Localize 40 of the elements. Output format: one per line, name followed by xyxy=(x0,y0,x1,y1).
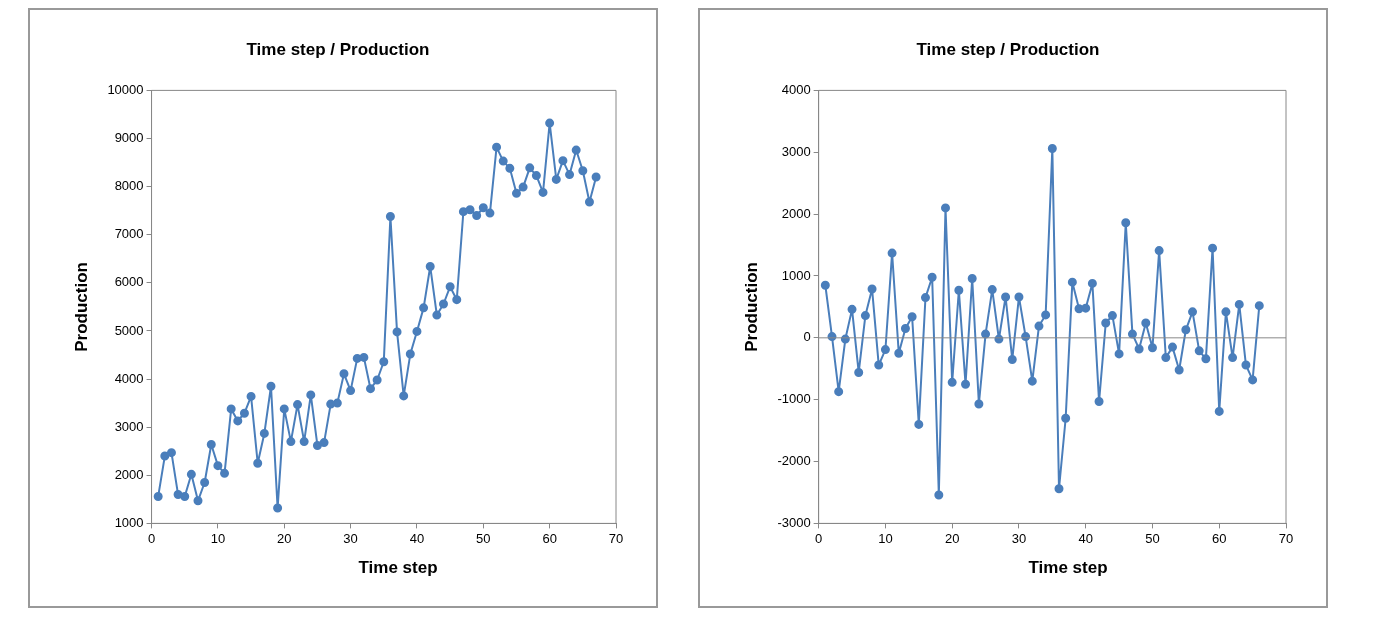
x-tick-label: 40 xyxy=(409,530,425,546)
x-tick-label: 70 xyxy=(1278,530,1294,546)
x-tick-label: 10 xyxy=(878,530,893,546)
y-tick-label: 7000 xyxy=(114,226,144,242)
x-tick-label: 20 xyxy=(944,530,960,546)
y-tick-label: 3000 xyxy=(781,143,811,159)
y-tick-label: 9000 xyxy=(114,130,144,146)
y-tick-label: -1000 xyxy=(777,391,811,407)
chart-title: Time step / Production xyxy=(246,39,430,59)
x-tick-label: 70 xyxy=(608,530,624,546)
x-tick-label: 10 xyxy=(210,530,226,546)
y-tick-label: 6000 xyxy=(114,274,144,290)
x-tick-label: 60 xyxy=(1212,530,1227,546)
y-tick-label: 0 xyxy=(803,329,811,345)
x-tick-label: 20 xyxy=(277,530,292,546)
x-tick-label: 50 xyxy=(1145,530,1160,546)
y-tick-label: -2000 xyxy=(777,453,811,469)
x-tick-label: 0 xyxy=(815,530,823,546)
y-tick-label: 8000 xyxy=(114,178,144,194)
x-tick-label: 30 xyxy=(1011,530,1027,546)
y-tick-label: 2000 xyxy=(781,205,811,221)
x-tick-label: 0 xyxy=(147,530,156,546)
y-tick-label: 1000 xyxy=(114,514,144,530)
chart-title: Time step / Production xyxy=(916,39,1100,59)
x-tick-label: 40 xyxy=(1078,530,1093,546)
y-tick-label: 2000 xyxy=(114,466,144,482)
y-tick-label: -3000 xyxy=(777,514,811,530)
y-tick-label: 5000 xyxy=(114,322,144,338)
y-tick-label: 10000 xyxy=(107,81,144,97)
x-tick-label: 30 xyxy=(343,530,358,546)
y-tick-label: 1000 xyxy=(781,267,811,283)
x-tick-label: 60 xyxy=(542,530,557,546)
x-tick-label: 50 xyxy=(476,530,491,546)
x-axis-title: Time step xyxy=(357,558,439,578)
y-tick-label: 3000 xyxy=(114,418,144,434)
x-axis-title: Time step xyxy=(1027,558,1109,578)
y-tick-label: 4000 xyxy=(114,370,144,386)
y-axis-title: Production xyxy=(71,262,91,352)
y-axis-title: Production xyxy=(741,262,761,352)
y-tick-label: 4000 xyxy=(781,81,811,97)
